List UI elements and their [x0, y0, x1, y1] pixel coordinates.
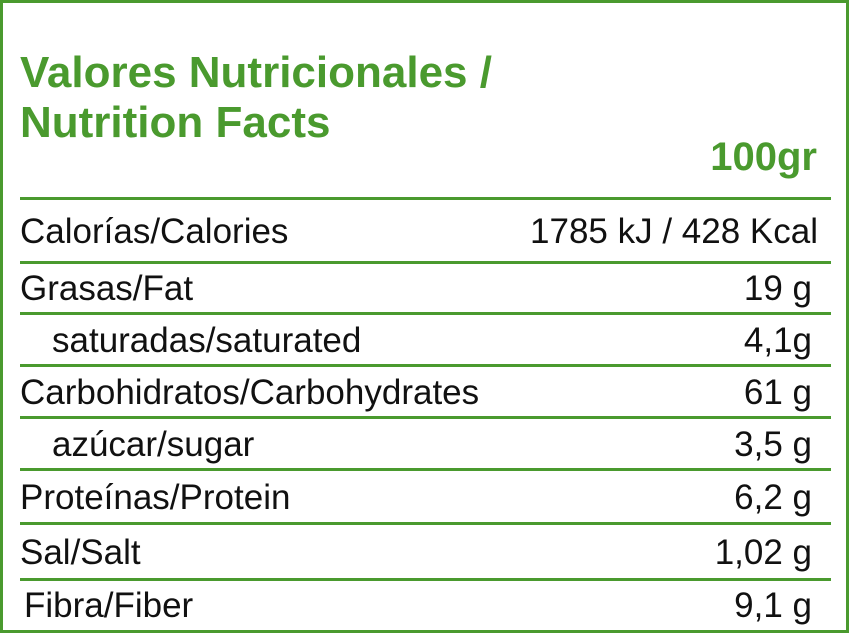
divider: [20, 522, 831, 525]
nutrient-label: azúcar/sugar: [52, 424, 255, 464]
divider: [20, 578, 831, 581]
nutrient-label: Proteínas/Protein: [20, 477, 291, 517]
divider: [20, 468, 831, 471]
nutrient-value: 1,02 g: [714, 532, 812, 572]
nutrient-row: Fibra/Fiber 9,1 g: [20, 581, 812, 631]
divider: [20, 364, 831, 367]
title-line-2: Nutrition Facts: [20, 98, 331, 147]
nutrient-value: 4,1g: [743, 320, 812, 360]
title-line-1: Valores Nutricionales /: [20, 48, 492, 97]
nutrient-value: 1785 kJ / 428 Kcal: [530, 212, 818, 251]
nutrient-row: azúcar/sugar 3,5 g: [20, 419, 812, 470]
nutrient-label: Calorías/Calories: [20, 212, 289, 251]
nutrient-value: 9,1 g: [734, 586, 812, 625]
nutrient-label: Carbohidratos/Carbohydrates: [20, 372, 480, 412]
divider: [20, 416, 831, 419]
nutrient-row: Grasas/Fat 19 g: [20, 264, 812, 314]
nutrient-row: Sal/Salt 1,02 g: [20, 525, 812, 580]
nutrient-label: saturadas/saturated: [52, 320, 362, 360]
divider: [20, 312, 831, 315]
nutrient-value: 3,5 g: [734, 424, 812, 464]
nutrient-value: 19 g: [743, 269, 812, 308]
nutrient-row: Calorías/Calories 1785 kJ / 428 Kcal: [20, 201, 818, 263]
title: Valores Nutricionales / Nutrition Facts: [20, 48, 492, 148]
nutrient-label: Grasas/Fat: [20, 269, 194, 308]
divider: [20, 261, 831, 264]
nutrient-row: Carbohidratos/Carbohydrates 61 g: [20, 367, 812, 418]
divider: [20, 197, 831, 200]
nutrient-row: saturadas/saturated 4,1g: [20, 315, 812, 366]
nutrient-label: Sal/Salt: [20, 532, 141, 572]
nutrient-label: Fibra/Fiber: [24, 586, 194, 625]
nutrient-value: 6,2 g: [734, 477, 812, 517]
serving-size: 100gr: [710, 135, 817, 179]
nutrient-value: 61 g: [743, 372, 812, 412]
nutrient-row: Proteínas/Protein 6,2 g: [20, 471, 812, 524]
